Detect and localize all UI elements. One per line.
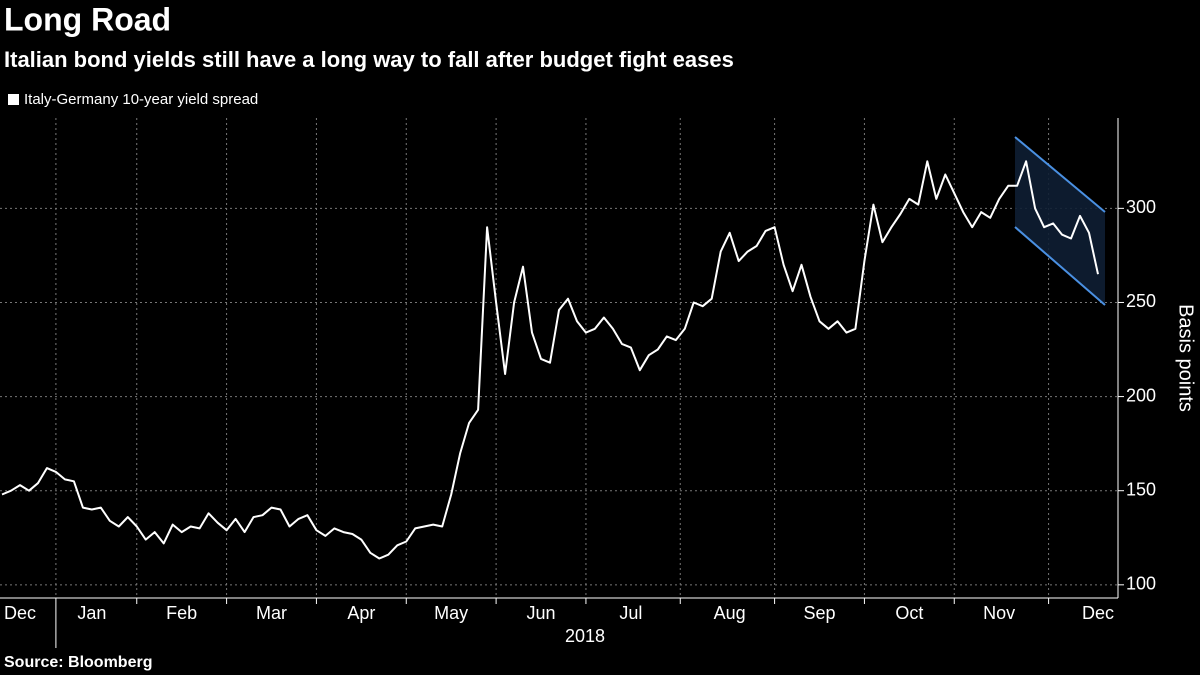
x-tick-label: Mar (256, 603, 287, 623)
y-tick-label: 150 (1126, 479, 1156, 499)
x-tick-label: Jan (77, 603, 106, 623)
x-tick-label: Apr (347, 603, 375, 623)
x-tick-label: Nov (983, 603, 1015, 623)
x-tick-label: Feb (166, 603, 197, 623)
series-line (1, 160, 1099, 560)
y-tick-label: 200 (1126, 385, 1156, 405)
x-tick-label: Dec (1082, 603, 1114, 623)
x-tick-label: Oct (895, 603, 923, 623)
x-tick-label: Jul (619, 603, 642, 623)
y-tick-label: 100 (1126, 574, 1156, 594)
x-tick-label: Sep (803, 603, 835, 623)
x-tick-label: Jun (527, 603, 556, 623)
y-axis-title: Basis points (1175, 304, 1197, 412)
y-tick-label: 250 (1126, 291, 1156, 311)
annotation-channel (1014, 136, 1106, 306)
x-tick-label: Dec (4, 603, 36, 623)
chart-subtitle: Italian bond yields still have a long wa… (4, 47, 734, 72)
x-axis-title: 2018 (565, 626, 605, 646)
source: Source: Bloomberg (4, 654, 152, 671)
legend-swatch (8, 94, 19, 105)
chart-title: Long Road (4, 1, 171, 37)
legend-label: Italy-Germany 10-year yield spread (24, 91, 258, 108)
x-tick-label: May (434, 603, 468, 623)
y-tick-label: 300 (1126, 197, 1156, 217)
x-tick-label: Aug (714, 603, 746, 623)
